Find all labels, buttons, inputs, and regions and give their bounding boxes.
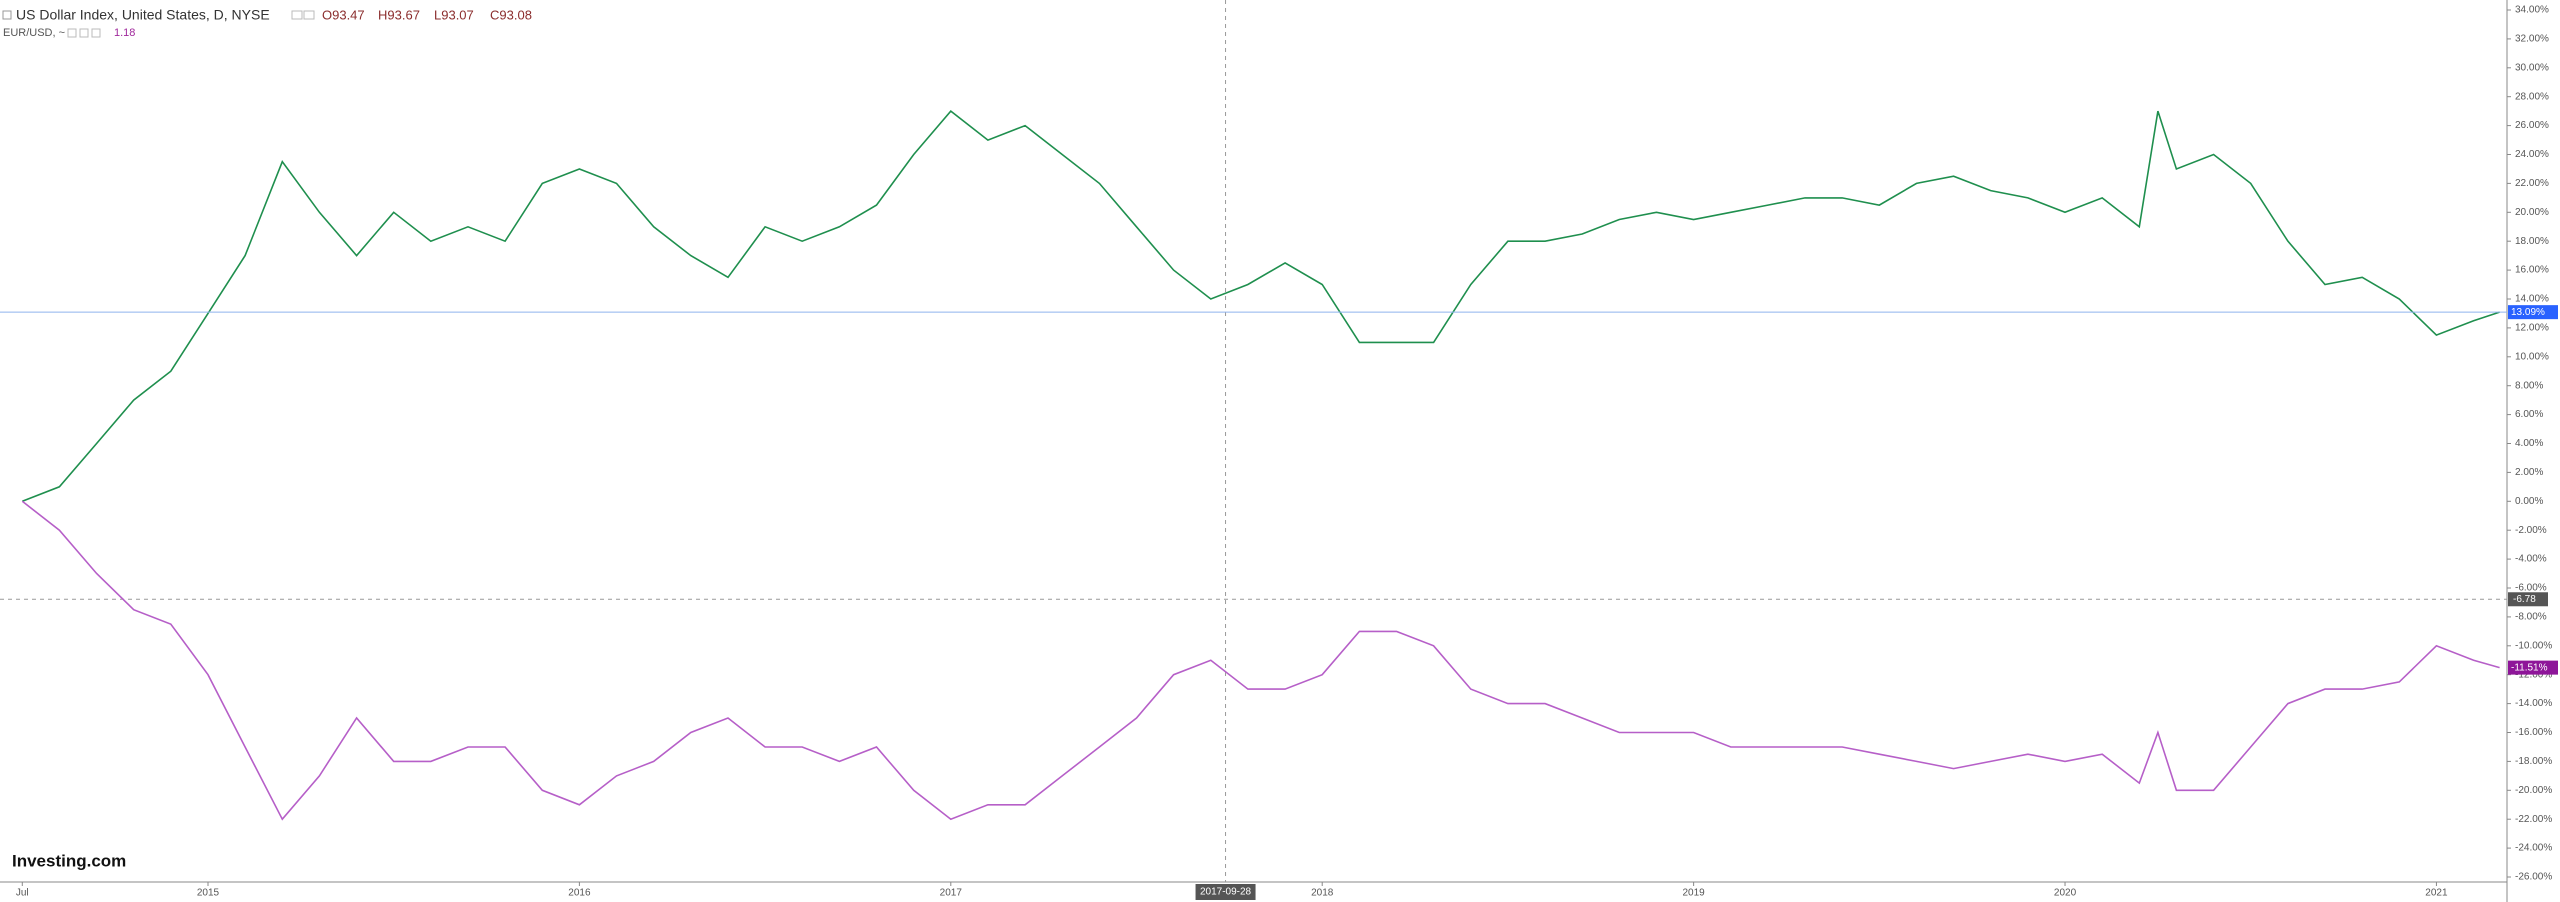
crosshair-y-box (2508, 592, 2548, 607)
compare-value: 1.18 (114, 27, 135, 39)
y-tick-label: 20.00% (2515, 207, 2549, 218)
logo: Investing.com (12, 851, 126, 870)
x-tick-label: 2020 (2054, 888, 2077, 899)
crosshair-x-box (1195, 884, 1256, 900)
last-value-box (2508, 660, 2558, 675)
icon[interactable] (91, 28, 101, 38)
y-tick-label: 28.00% (2515, 91, 2549, 102)
y-tick-label: 18.00% (2515, 236, 2549, 247)
y-tick-label: 12.00% (2515, 323, 2549, 334)
y-tick-label: -18.00% (2515, 756, 2552, 767)
crosshair-x-label: 2017-09-28 (1200, 887, 1252, 898)
low: L93.07 (434, 7, 474, 22)
open: O93.47 (322, 7, 365, 22)
series-line (22, 109, 2500, 503)
y-tick-label: -20.00% (2515, 785, 2552, 796)
collapse-icon[interactable] (2, 10, 12, 20)
y-tick-label: 10.00% (2515, 351, 2549, 362)
x-tick-label: 2021 (2425, 888, 2448, 899)
y-tick-label: -14.00% (2515, 698, 2552, 709)
x-tick-label: 2019 (1682, 888, 1705, 899)
y-tick-label: -4.00% (2515, 554, 2547, 565)
crosshair-y-label: -6.78 (2513, 594, 2536, 605)
y-tick-label: 6.00% (2515, 409, 2543, 420)
y-tick-label: -16.00% (2515, 727, 2552, 738)
series-line (21, 500, 2500, 821)
icon[interactable] (79, 28, 89, 38)
last-value-label: -11.51% (2511, 662, 2548, 673)
y-tick-label: 0.00% (2515, 496, 2543, 507)
y-tick-label: -24.00% (2515, 843, 2552, 854)
x-tick-label: 2016 (568, 888, 591, 899)
y-tick-label: 30.00% (2515, 62, 2549, 73)
y-tick-label: 8.00% (2515, 380, 2543, 391)
y-tick-label: -26.00% (2515, 872, 2552, 883)
y-tick-label: 2.00% (2515, 467, 2543, 478)
y-tick-label: -2.00% (2515, 525, 2547, 536)
last-value-label: 13.09% (2511, 307, 2545, 318)
x-tick-label: 2015 (197, 888, 220, 899)
y-tick-label: -8.00% (2515, 612, 2547, 623)
x-tick-label: 2017 (940, 888, 963, 899)
icon[interactable] (67, 28, 77, 38)
y-tick-label: 16.00% (2515, 265, 2549, 276)
high: H93.67 (378, 7, 420, 22)
y-tick-label: 34.00% (2515, 5, 2549, 16)
y-tick-label: -12.00% (2515, 669, 2552, 680)
y-tick-label: -10.00% (2515, 640, 2552, 651)
last-value-box (2508, 305, 2558, 320)
y-tick-label: -6.00% (2515, 583, 2547, 594)
compare-symbol: EUR/USD, ~ (3, 27, 65, 39)
x-tick-label: 2018 (1311, 888, 1334, 899)
close: C93.08 (490, 7, 532, 22)
symbol-title: US Dollar Index, United States, D, NYSE (16, 7, 270, 23)
y-tick-label: 22.00% (2515, 178, 2549, 189)
icon[interactable] (303, 10, 315, 20)
y-tick-label: 4.00% (2515, 438, 2543, 449)
y-tick-label: 24.00% (2515, 149, 2549, 160)
y-tick-label: 32.00% (2515, 34, 2549, 45)
icon[interactable] (291, 10, 303, 20)
y-tick-label: 14.00% (2515, 294, 2549, 305)
x-tick-label: Jul (16, 888, 29, 899)
y-tick-label: -22.00% (2515, 814, 2552, 825)
y-tick-label: 26.00% (2515, 120, 2549, 131)
